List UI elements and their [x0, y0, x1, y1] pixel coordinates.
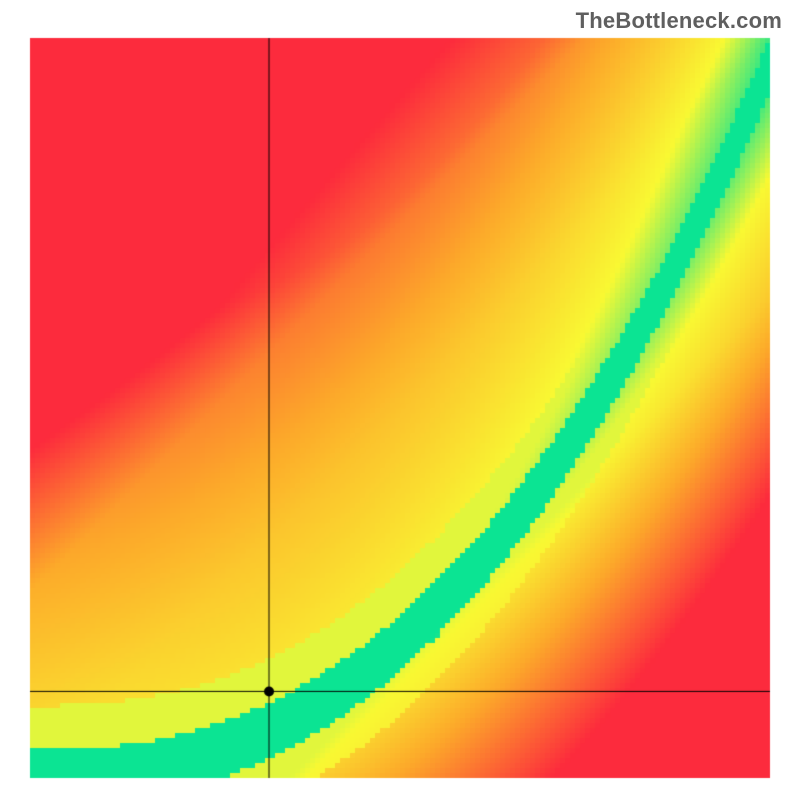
watermark-text: TheBottleneck.com	[576, 8, 782, 34]
bottleneck-heatmap	[0, 0, 800, 800]
chart-container: TheBottleneck.com	[0, 0, 800, 800]
